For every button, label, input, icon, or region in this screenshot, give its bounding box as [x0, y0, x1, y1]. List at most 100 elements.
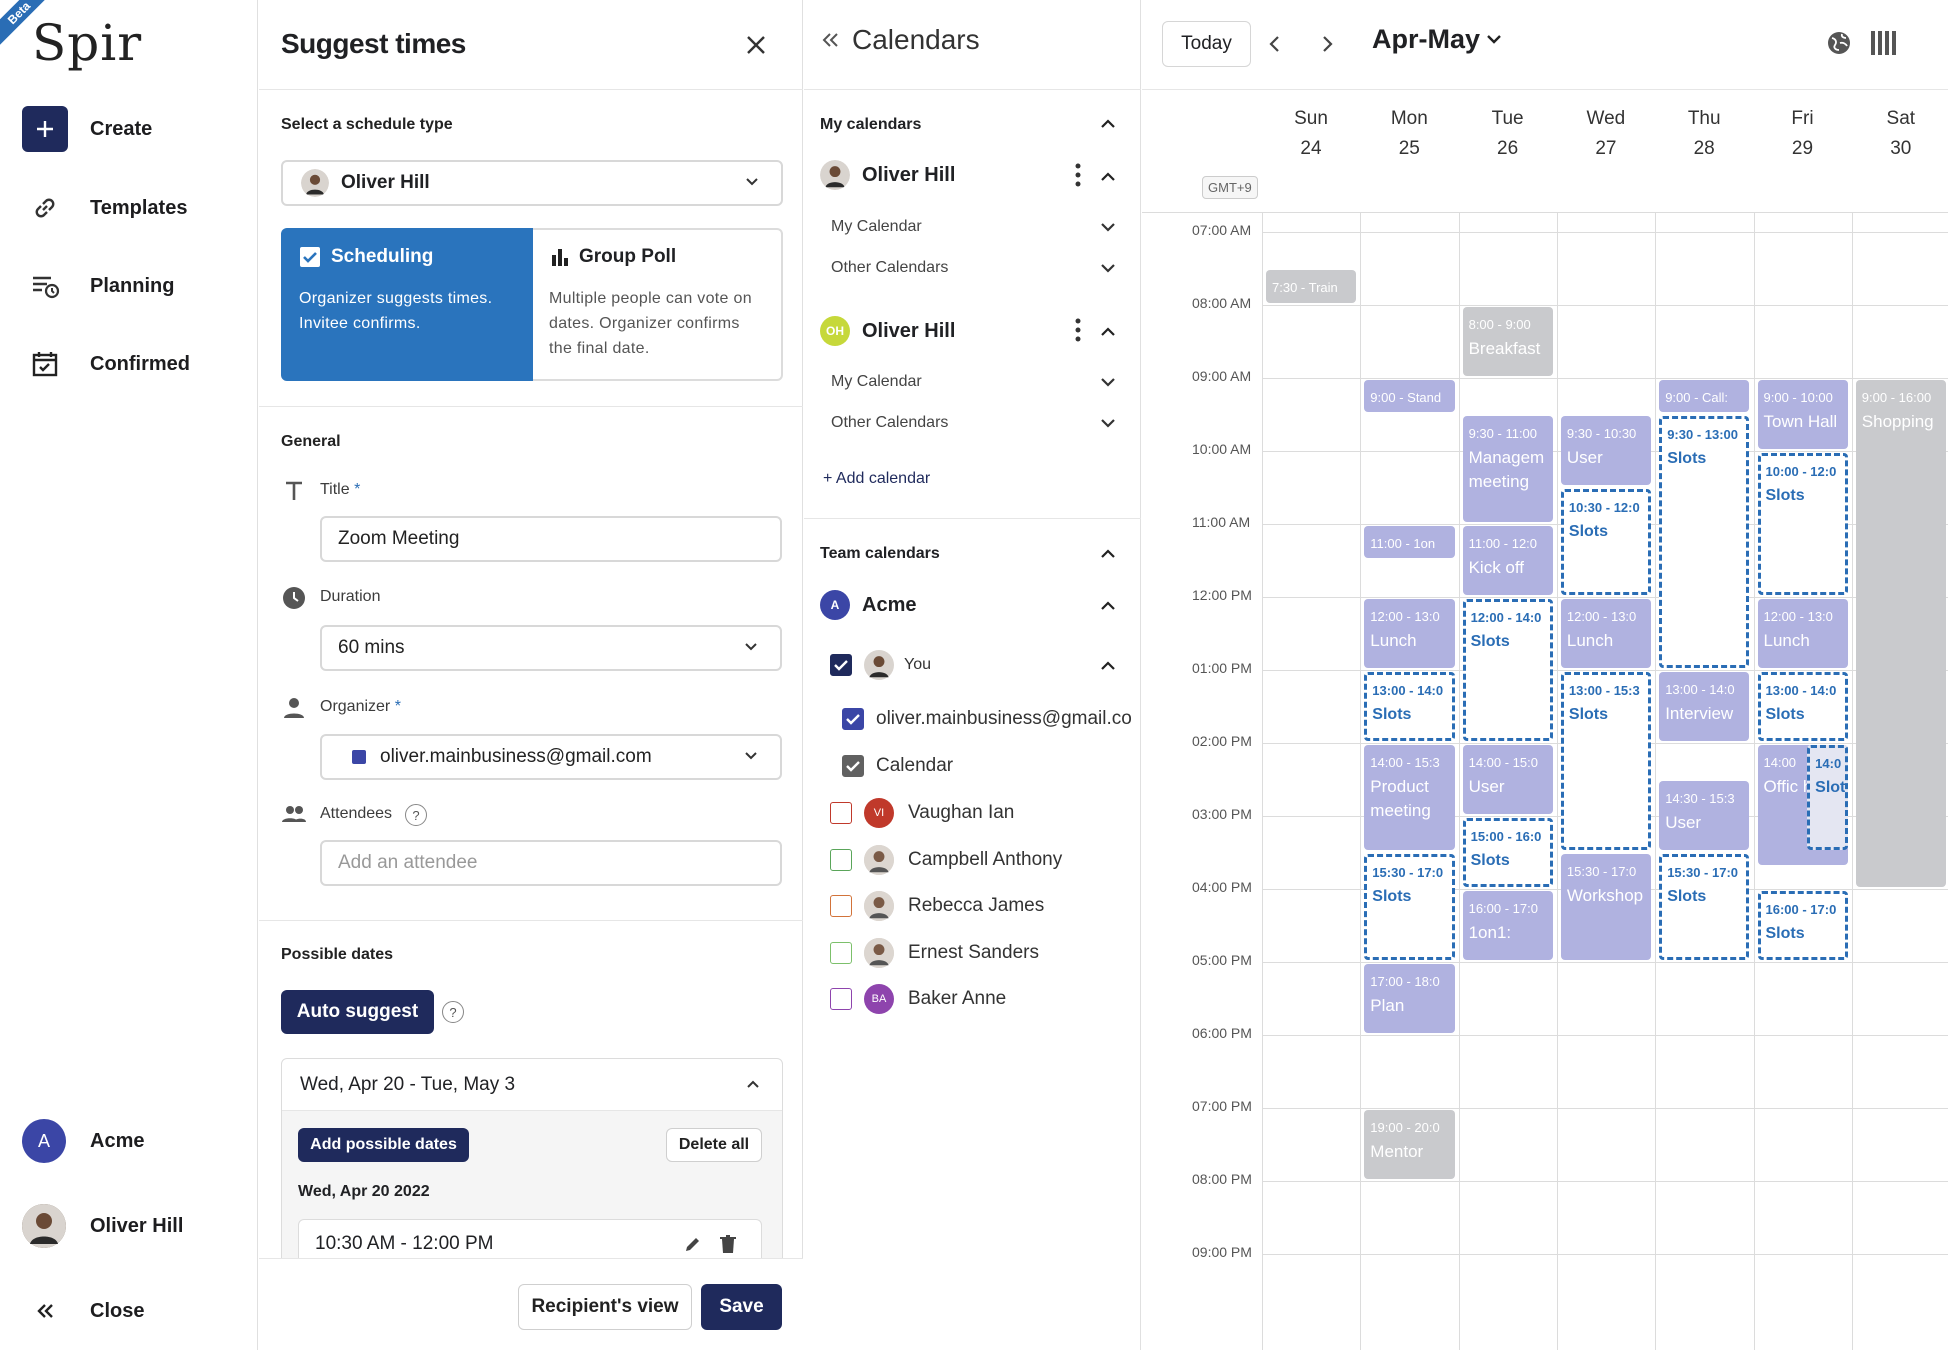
- duration-select[interactable]: 60 mins: [320, 625, 782, 671]
- chevron-down-icon[interactable]: [1100, 418, 1116, 430]
- organizer-select[interactable]: oliver.mainbusiness@gmail.com: [320, 734, 782, 780]
- my-calendar-item[interactable]: My Calendar: [831, 218, 922, 235]
- chevron-up-icon[interactable]: [1100, 117, 1116, 129]
- help-icon[interactable]: ?: [442, 1001, 464, 1023]
- calendar-event[interactable]: 9:00 - 16:00 Shopping: [1855, 379, 1947, 887]
- globe-icon[interactable]: [1826, 30, 1852, 56]
- slot-block[interactable]: 15:00 - 16:0 Slots: [1462, 817, 1553, 887]
- nav-team-acme[interactable]: A Acme: [22, 1117, 144, 1165]
- chevron-up-icon[interactable]: [1100, 547, 1116, 559]
- member-item[interactable]: Ernest Sanders: [830, 937, 1039, 968]
- nav-user[interactable]: Oliver Hill: [22, 1202, 183, 1250]
- user-select[interactable]: Oliver Hill: [281, 160, 783, 206]
- other-calendars-item[interactable]: Other Calendars: [831, 259, 949, 276]
- edit-pencil-icon[interactable]: [683, 1234, 703, 1254]
- checkbox-unchecked-icon[interactable]: [830, 802, 852, 824]
- title-input[interactable]: Zoom Meeting: [320, 516, 782, 562]
- slot-block[interactable]: 10:00 - 12:0 Slots: [1757, 452, 1848, 595]
- checkbox-checked-icon[interactable]: [842, 708, 864, 730]
- calendar-event[interactable]: 13:00 - 14:0 Interview: [1659, 671, 1750, 741]
- chevron-down-icon[interactable]: [1100, 222, 1116, 234]
- add-possible-dates-button[interactable]: Add possible dates: [298, 1128, 469, 1162]
- chevron-up-icon[interactable]: [1100, 170, 1116, 182]
- delete-all-button[interactable]: Delete all: [666, 1128, 762, 1162]
- checkbox-checked-icon[interactable]: [842, 755, 864, 777]
- calendar-event[interactable]: 17:00 - 18:0 Plan: [1364, 963, 1455, 1033]
- calendar-event[interactable]: 12:00 - 13:0 Lunch: [1364, 598, 1455, 668]
- help-icon[interactable]: ?: [405, 804, 427, 826]
- slot-block[interactable]: 13:00 - 14:0 Slots: [1757, 671, 1848, 741]
- slot-block[interactable]: 13:00 - 14:0 Slots: [1364, 671, 1455, 741]
- chevron-left-icon[interactable]: [1268, 34, 1282, 54]
- month-selector[interactable]: Apr-May: [1372, 24, 1502, 55]
- close-icon[interactable]: [741, 30, 771, 60]
- calendar-event[interactable]: 11:00 - 12:0 Kick off: [1462, 525, 1553, 595]
- calendar-item[interactable]: Calendar: [842, 755, 953, 777]
- calendar-event[interactable]: 9:00 - Stand: [1364, 379, 1455, 412]
- checkbox-unchecked-icon[interactable]: [830, 848, 852, 871]
- day-header[interactable]: Sun 24: [1262, 104, 1360, 164]
- kebab-menu-icon[interactable]: [1075, 318, 1081, 342]
- calendar-event[interactable]: 8:00 - 9:00 Breakfast: [1462, 306, 1553, 376]
- chevron-up-icon[interactable]: [1100, 325, 1116, 337]
- nav-confirmed[interactable]: Confirmed: [22, 340, 190, 388]
- checkbox-checked-icon[interactable]: [830, 654, 852, 676]
- day-header[interactable]: Thu 28: [1655, 104, 1753, 164]
- calendar-event[interactable]: 9:00 - Call:: [1659, 379, 1750, 412]
- calendar-event[interactable]: 9:00 - 10:00 Town Hall: [1757, 379, 1848, 449]
- week-view-icon[interactable]: [1870, 30, 1898, 56]
- add-calendar-link[interactable]: + Add calendar: [823, 470, 931, 487]
- calendar-event[interactable]: 14:00 - 15:3 Product meeting: [1364, 744, 1455, 850]
- day-header[interactable]: Mon 25: [1360, 104, 1458, 164]
- auto-suggest-button[interactable]: Auto suggest: [281, 990, 434, 1034]
- nav-planning[interactable]: Planning: [22, 262, 174, 310]
- scheduling-card[interactable]: Scheduling Organizer suggests times. Inv…: [281, 228, 533, 381]
- member-item[interactable]: Campbell Anthony: [830, 844, 1062, 875]
- save-button[interactable]: Save: [701, 1284, 782, 1330]
- calendar-email-item[interactable]: oliver.mainbusiness@gmail.com: [842, 708, 1132, 730]
- calendar-event[interactable]: 7:30 - Train: [1266, 270, 1357, 303]
- calendar-event[interactable]: 14:00 - 15:0 User: [1462, 744, 1553, 814]
- member-item[interactable]: Rebecca James: [830, 891, 1044, 921]
- slot-block[interactable]: 13:00 - 15:3 Slots: [1560, 671, 1652, 850]
- day-header[interactable]: Fri 29: [1754, 104, 1852, 164]
- my-calendar-item[interactable]: My Calendar: [831, 373, 922, 390]
- chevron-up-icon[interactable]: [1100, 599, 1116, 611]
- date-range-header[interactable]: Wed, Apr 20 - Tue, May 3: [282, 1059, 782, 1111]
- calendar-event[interactable]: 19:00 - 20:0 Mentor: [1364, 1109, 1455, 1179]
- chevron-right-icon[interactable]: [1320, 34, 1334, 54]
- chevron-up-icon[interactable]: [1100, 659, 1116, 671]
- calendar-event[interactable]: 12:00 - 13:0 Lunch: [1757, 598, 1848, 668]
- chevron-down-icon[interactable]: [1100, 263, 1116, 275]
- nav-close[interactable]: Close: [22, 1287, 144, 1335]
- slot-block[interactable]: 10:30 - 12:0 Slots: [1560, 489, 1652, 595]
- slot-block[interactable]: 14:0 Slot: [1807, 744, 1848, 850]
- group-poll-card[interactable]: Group Poll Multiple people can vote on d…: [533, 228, 783, 381]
- member-you[interactable]: You: [830, 650, 931, 680]
- kebab-menu-icon[interactable]: [1075, 163, 1081, 187]
- day-header[interactable]: Tue 26: [1459, 104, 1557, 164]
- day-header[interactable]: Sat 30: [1852, 104, 1948, 164]
- trash-icon[interactable]: [719, 1234, 737, 1254]
- double-chevron-left-icon[interactable]: [820, 30, 840, 50]
- other-calendars-item[interactable]: Other Calendars: [831, 414, 949, 431]
- checkbox-unchecked-icon[interactable]: [830, 988, 852, 1010]
- calendar-event[interactable]: 9:30 - 10:30 User: [1560, 416, 1652, 485]
- slot-block[interactable]: 15:30 - 17:0 Slots: [1659, 854, 1750, 960]
- member-item[interactable]: BA Baker Anne: [830, 984, 1006, 1014]
- calendar-event[interactable]: 15:30 - 17:0 Workshop: [1560, 854, 1652, 960]
- recipients-view-button[interactable]: Recipient's view: [518, 1284, 692, 1330]
- spir-logo[interactable]: Spir: [32, 14, 143, 72]
- checkbox-unchecked-icon[interactable]: [830, 941, 852, 964]
- calendar-event[interactable]: 16:00 - 17:0 1on1:: [1462, 890, 1553, 960]
- chevron-down-icon[interactable]: [1100, 377, 1116, 389]
- calendar-event[interactable]: 9:30 - 11:00 Managem meeting: [1462, 416, 1553, 522]
- calendar-event[interactable]: 14:30 - 15:3 User: [1659, 781, 1750, 850]
- slot-block[interactable]: 16:00 - 17:0 Slots: [1757, 890, 1848, 960]
- today-button[interactable]: Today: [1162, 21, 1251, 67]
- nav-templates[interactable]: Templates: [22, 184, 187, 232]
- nav-create[interactable]: Create: [22, 105, 152, 153]
- attendee-input[interactable]: Add an attendee: [320, 840, 782, 886]
- calendar-event[interactable]: 12:00 - 13:0 Lunch: [1560, 598, 1652, 668]
- slot-block[interactable]: 15:30 - 17:0 Slots: [1364, 854, 1455, 960]
